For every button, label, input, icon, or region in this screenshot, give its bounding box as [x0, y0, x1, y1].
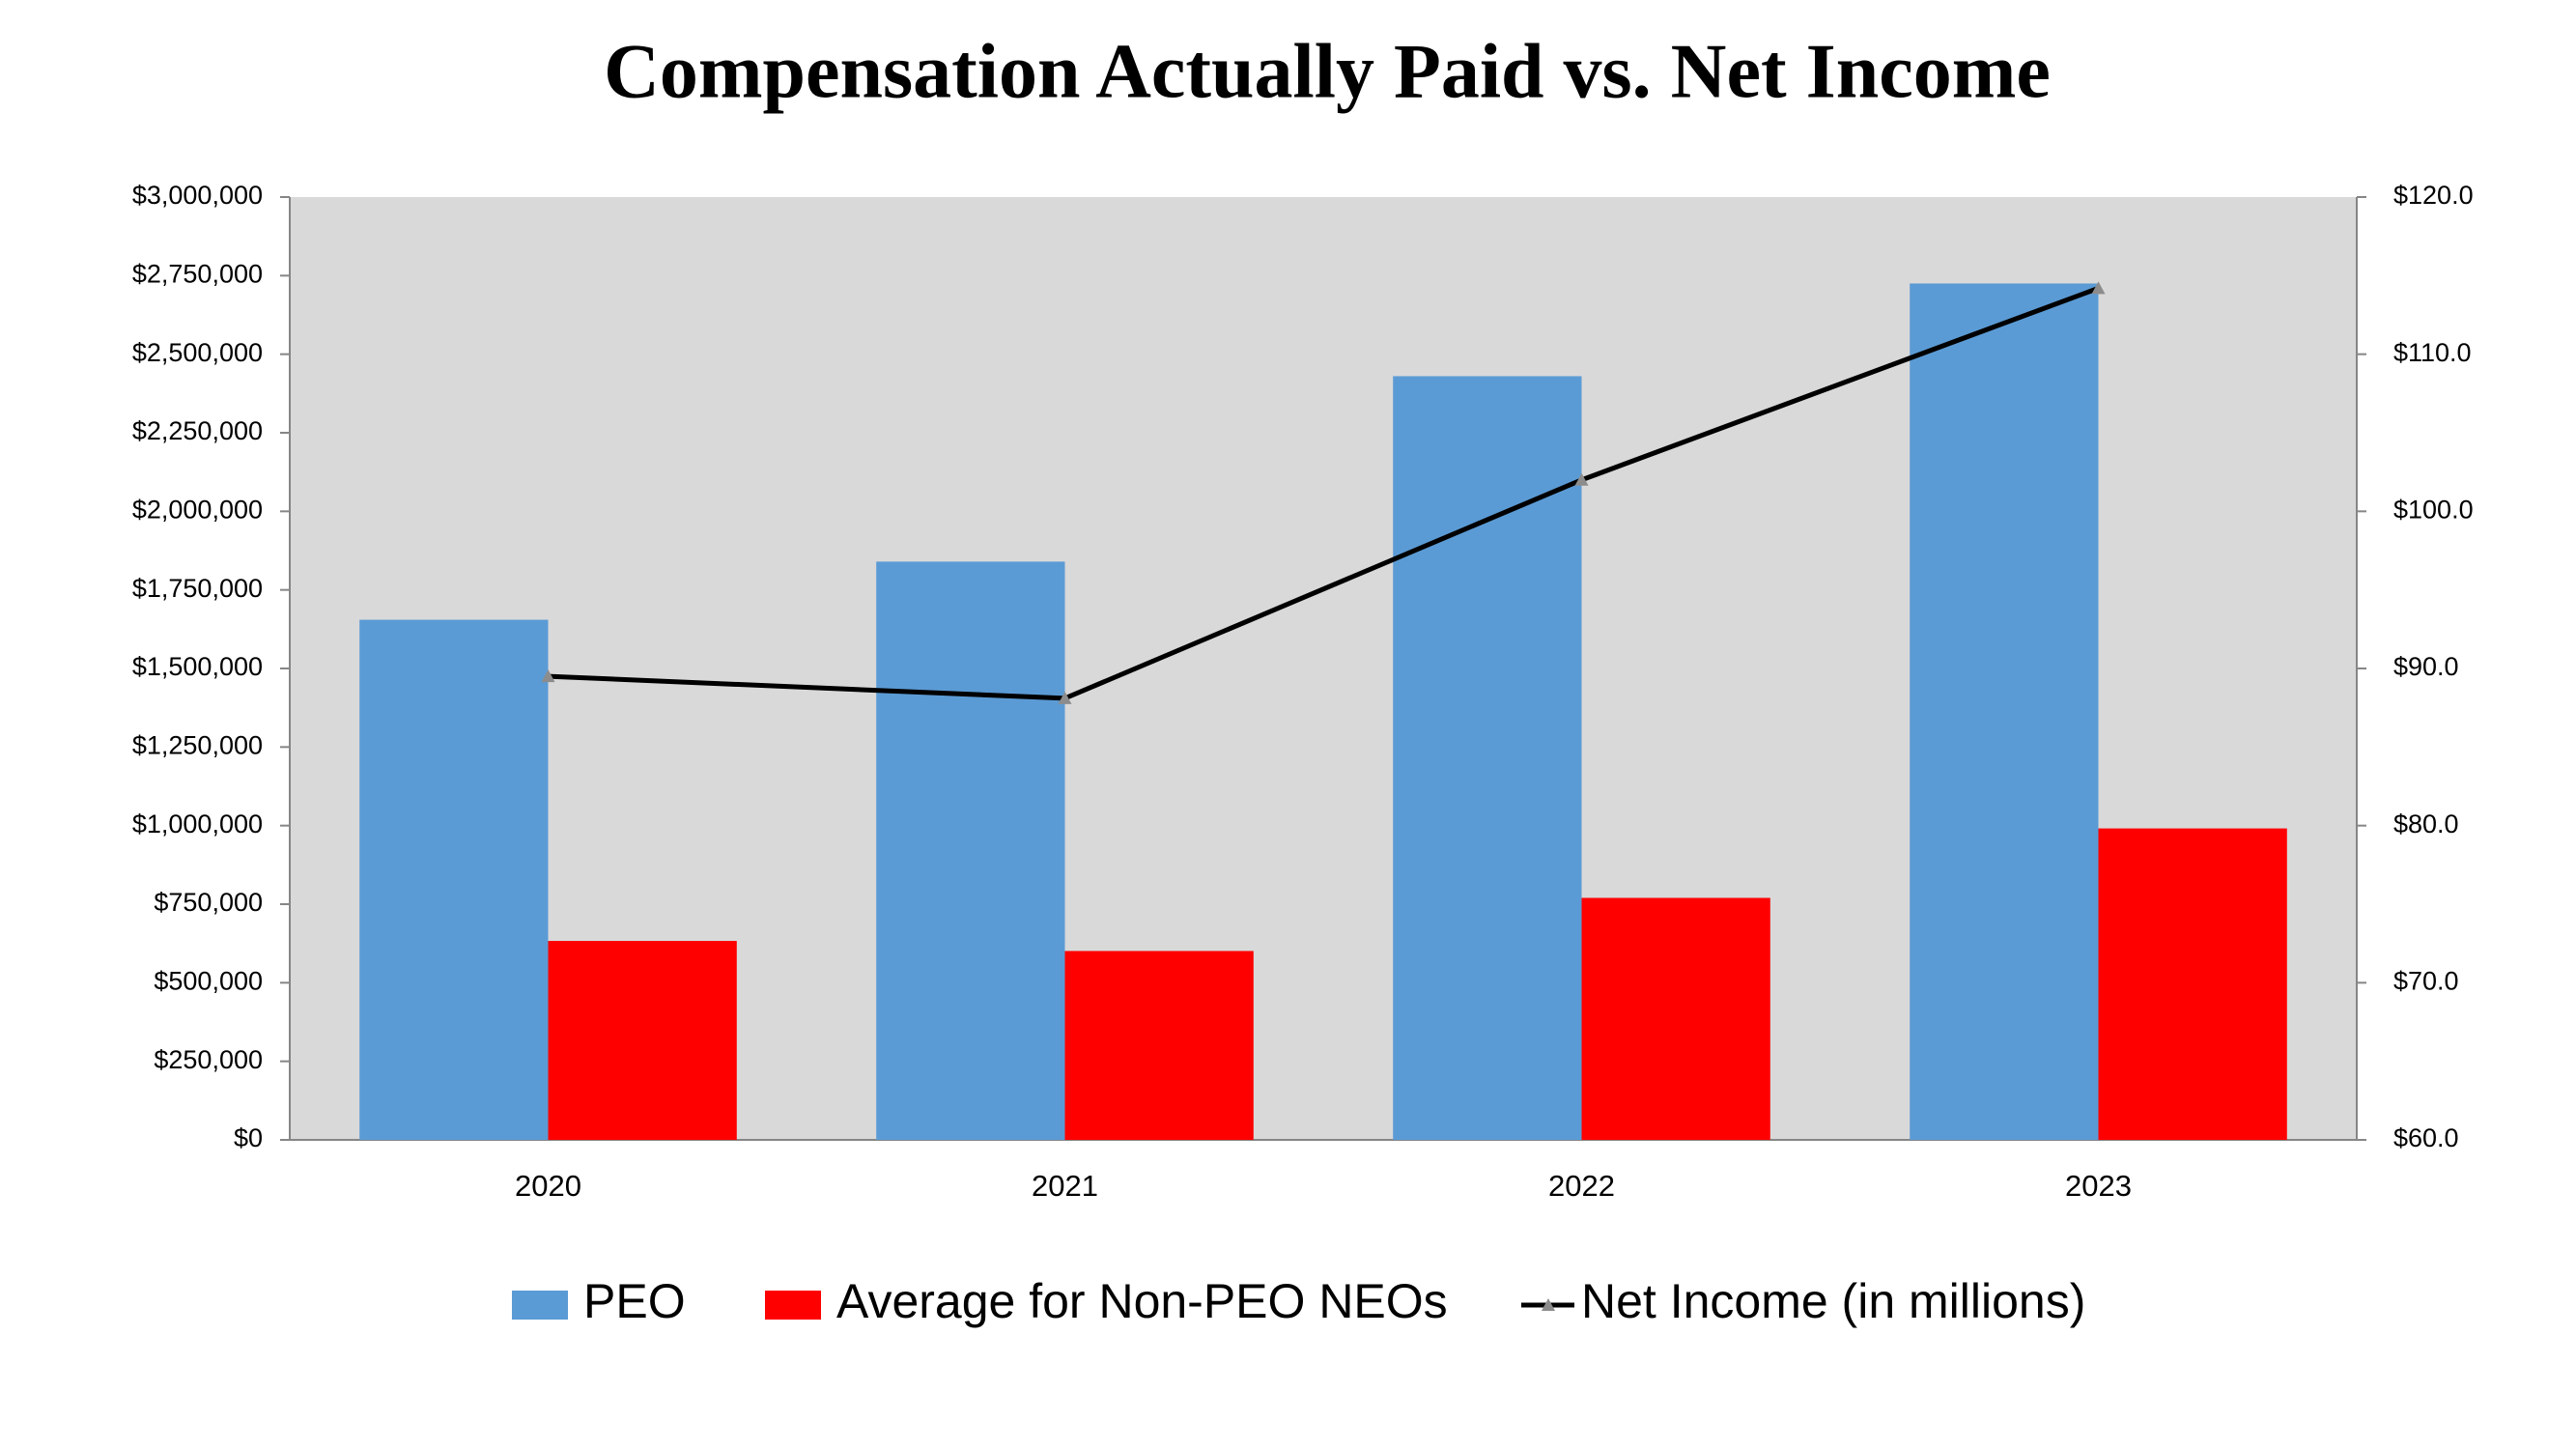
y-tick-label: $1,750,000: [132, 574, 263, 603]
y-tick-label: $2,500,000: [132, 338, 263, 367]
y-tick-label: $250,000: [154, 1045, 263, 1074]
line: [548, 286, 2100, 701]
bar: [1910, 283, 2099, 1140]
x-tick-label: 2021: [1032, 1169, 1098, 1203]
legend-label: Net Income (in millions): [1581, 1274, 2085, 1328]
bar: [548, 941, 737, 1140]
y2-tick-label: $70.0: [2393, 966, 2459, 995]
legend-swatch: [512, 1291, 568, 1320]
y2-tick-label: $60.0: [2393, 1123, 2459, 1152]
line-marker: [1058, 691, 1072, 704]
y-tick-label: $750,000: [154, 888, 263, 917]
y2-tick-label: $110.0: [2393, 338, 2472, 367]
bar: [2098, 828, 2287, 1140]
legend-swatch: [765, 1291, 821, 1320]
y2-tick-label: $100.0: [2393, 495, 2474, 524]
y-tick-label: $2,750,000: [132, 259, 263, 288]
line-marker: [2091, 281, 2106, 295]
legend-label: PEO: [583, 1274, 686, 1328]
bar: [1393, 376, 1582, 1140]
line-marker: [1574, 472, 1589, 486]
y-tick-label: $500,000: [154, 966, 263, 995]
y-tick-label: $2,250,000: [132, 416, 263, 445]
legend-label: Average for Non-PEO NEOs: [836, 1274, 1448, 1328]
bar: [359, 619, 549, 1140]
chart-title: Compensation Actually Paid vs. Net Incom…: [604, 29, 2051, 114]
y-tick-label: $0: [234, 1123, 263, 1152]
y-tick-label: $1,250,000: [132, 730, 263, 759]
y2-tick-label: $80.0: [2393, 810, 2459, 838]
y-tick-label: $3,000,000: [132, 181, 263, 210]
y2-tick-label: $90.0: [2393, 652, 2459, 681]
y-tick-label: $2,000,000: [132, 495, 263, 524]
bar: [876, 561, 1065, 1140]
bar: [1581, 897, 1770, 1140]
line-marker: [541, 669, 555, 683]
y-tick-label: $1,000,000: [132, 810, 263, 838]
legend-marker: [1542, 1298, 1555, 1311]
bar: [1064, 951, 1254, 1140]
x-tick-label: 2020: [515, 1169, 581, 1203]
x-tick-label: 2023: [2065, 1169, 2132, 1203]
y-tick-label: $1,500,000: [132, 652, 263, 681]
x-tick-label: 2022: [1548, 1169, 1615, 1203]
y2-tick-label: $120.0: [2393, 181, 2474, 210]
